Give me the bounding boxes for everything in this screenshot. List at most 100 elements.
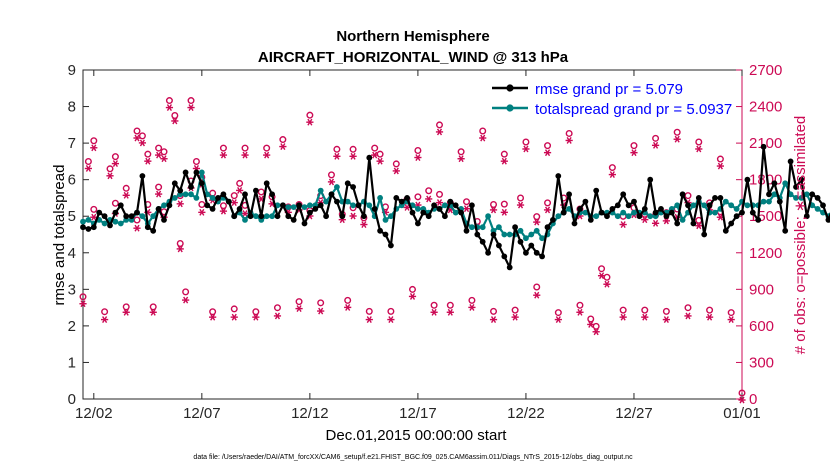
obs-possible-marker — [90, 137, 98, 145]
obs-assimilated-marker — [651, 141, 660, 149]
obs-assimilated-marker — [651, 219, 660, 227]
legend-box — [488, 76, 736, 120]
obs-assimilated-marker — [662, 316, 670, 324]
rmse-point — [776, 198, 783, 205]
rmse-point — [388, 242, 394, 249]
axis-ticks: 0123456789030060090012001500180021002400… — [68, 62, 783, 422]
totalspread-point — [307, 202, 313, 209]
obs-assimilated-marker — [500, 157, 508, 165]
obs-possible-marker — [500, 150, 508, 158]
obs-assimilated-marker — [592, 328, 600, 336]
totalspread-point — [728, 202, 735, 209]
obs-possible-marker — [344, 296, 352, 304]
rmse-point — [452, 202, 459, 209]
obs-possible-marker — [349, 145, 357, 153]
totalspread-point — [501, 231, 508, 238]
rmse-point — [280, 202, 286, 209]
rmse-point — [215, 195, 221, 201]
x-tick-label: 12/27 — [615, 405, 653, 422]
y-left-tick-label: 3 — [68, 281, 76, 298]
rmse-point — [555, 173, 562, 179]
totalspread-point — [301, 204, 308, 211]
totalspread-point — [350, 202, 356, 209]
rmse-point — [382, 231, 389, 238]
y-left-tick-label: 1 — [68, 354, 76, 371]
obs-possible-marker — [182, 288, 190, 296]
y-right-tick-label: 900 — [749, 281, 774, 298]
rmse-point — [533, 249, 540, 256]
totalspread-point — [150, 213, 157, 220]
rmse-point — [323, 213, 329, 220]
obs-possible-marker — [160, 148, 168, 156]
rmse-point — [766, 191, 772, 198]
totalspread-point — [690, 202, 697, 209]
rmse-point — [760, 143, 767, 150]
rmse-point — [560, 209, 567, 216]
rmse-point — [139, 173, 146, 179]
rmse-point — [544, 224, 551, 231]
obs-assimilated-marker — [630, 149, 638, 157]
obs-assimilated-marker — [705, 313, 714, 321]
rmse-point — [144, 224, 151, 231]
obs-assimilated-marker — [111, 160, 120, 168]
obs-possible-marker — [122, 303, 130, 311]
rmse-point — [712, 195, 718, 201]
rmse-point — [577, 206, 583, 212]
rmse-point — [598, 209, 605, 216]
rmse-point — [166, 202, 173, 209]
rmse-point — [198, 180, 205, 187]
rmse-point — [820, 202, 826, 209]
totalspread-point — [193, 195, 200, 201]
obs-assimilated-marker — [219, 151, 228, 159]
rmse-point — [701, 231, 708, 238]
obs-assimilated-marker — [273, 312, 282, 320]
obs-assimilated-marker — [144, 157, 152, 165]
obs-possible-marker — [317, 299, 325, 307]
x-tick-label: 01/01 — [723, 405, 761, 422]
legend-marker-totalspread — [506, 104, 514, 112]
obs-assimilated-marker — [241, 210, 249, 218]
rmse-point — [90, 224, 97, 231]
obs-possible-marker — [192, 157, 200, 165]
obs-possible-marker — [84, 157, 92, 165]
obs-assimilated-marker — [554, 316, 562, 324]
obs-assimilated-marker — [716, 162, 724, 170]
rmse-point — [431, 202, 437, 209]
obs-assimilated-marker — [236, 186, 244, 194]
obs-assimilated-marker — [468, 303, 476, 311]
rmse-point — [155, 206, 162, 212]
obs-assimilated-marker — [533, 291, 541, 299]
obs-assimilated-marker — [446, 308, 454, 316]
rmse-series — [80, 143, 830, 271]
rmse-point — [188, 184, 194, 190]
rmse-point — [220, 191, 227, 198]
obs-assimilated-marker — [608, 171, 616, 179]
totalspread-point — [269, 213, 275, 220]
x-tick-label: 12/02 — [75, 405, 113, 422]
obs-assimilated-marker — [619, 313, 627, 321]
rmse-point — [134, 209, 140, 216]
rmse-point — [550, 217, 556, 223]
obs-assimilated-marker — [230, 313, 238, 321]
obs-assimilated-marker — [479, 134, 487, 142]
rmse-point — [274, 213, 281, 220]
totalspread-point — [112, 218, 119, 225]
obs-possible-marker — [630, 142, 638, 150]
rmse-point — [604, 213, 610, 220]
rmse-point — [722, 227, 729, 234]
y-right-tick-label: 1200 — [749, 245, 782, 262]
rmse-point — [366, 154, 373, 161]
obs-possible-marker — [603, 273, 611, 281]
totalspread-point — [263, 213, 270, 220]
y-left-tick-label: 0 — [68, 391, 76, 408]
rmse-point — [377, 227, 383, 234]
rmse-point — [236, 206, 243, 212]
obs-assimilated-marker — [641, 216, 649, 224]
obs-assimilated-marker — [435, 199, 444, 207]
obs-possible-marker — [219, 202, 227, 210]
obs-possible-marker — [598, 265, 606, 273]
rmse-point — [398, 198, 405, 205]
obs-assimilated-marker — [462, 205, 471, 213]
obs-possible-marker — [263, 144, 271, 152]
